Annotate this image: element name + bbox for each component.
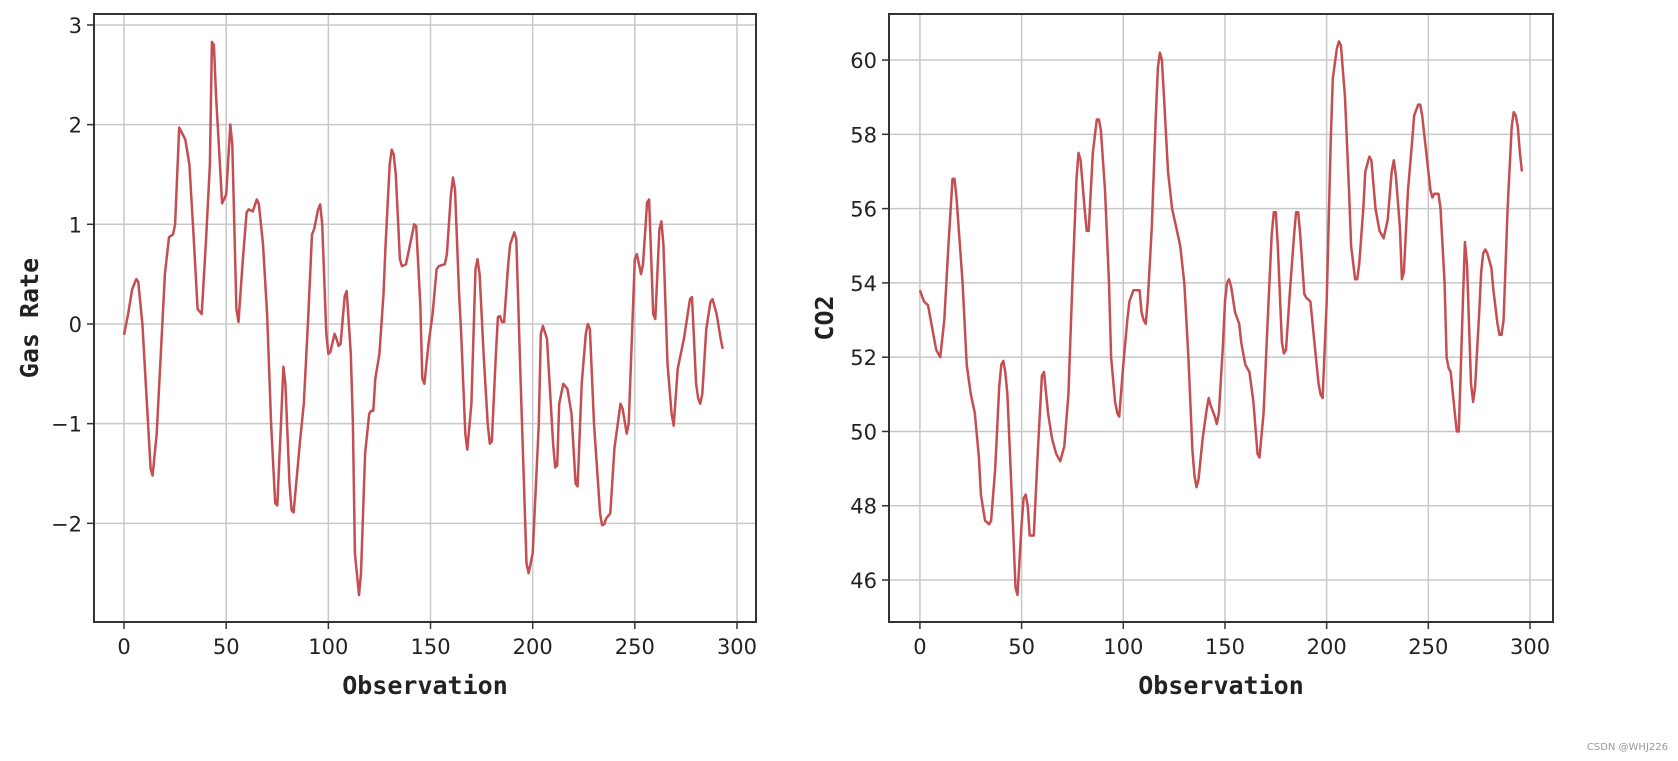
x-tick-label: 150	[410, 635, 450, 659]
x-tick-label: 0	[913, 635, 926, 659]
subplot-2: 0 50 100 150 200 250 300 46 48 50 52 54 56 58 60 Observ…	[810, 13, 1554, 700]
axes-frame	[888, 13, 1554, 623]
x-tick-label: 100	[1103, 635, 1143, 659]
axes-frame	[93, 13, 757, 623]
x-tick-label: 100	[308, 635, 348, 659]
y-tick-label: 54	[850, 272, 877, 296]
x-tick-label: 300	[717, 635, 757, 659]
y-tick-label: 2	[69, 114, 82, 138]
x-tick-label: 250	[615, 635, 655, 659]
x-tick-label: 150	[1205, 635, 1245, 659]
y-tick-label: 0	[69, 313, 82, 337]
x-tick-label: 250	[1408, 635, 1448, 659]
y-tick-label: −2	[51, 512, 82, 536]
x-tick-label: 300	[1510, 635, 1550, 659]
y-axis-label: Gas Rate	[15, 258, 44, 378]
x-tick-label: 50	[1008, 635, 1035, 659]
y-tick-label: 46	[850, 569, 877, 593]
y-tick-label: −1	[51, 413, 82, 437]
y-axis-label: CO2	[810, 295, 839, 340]
series-line	[918, 40, 1524, 597]
x-tick-label: 50	[213, 635, 240, 659]
y-tick-label: 60	[850, 49, 877, 73]
watermark: CSDN @WHJ226	[1586, 742, 1668, 753]
series-line	[122, 40, 724, 597]
x-axis-label: Observation	[342, 671, 508, 700]
y-tick-label: 52	[850, 346, 877, 370]
y-tick-label: 1	[69, 213, 82, 237]
y-tick-label: 58	[850, 123, 877, 147]
x-axis-label: Observation	[1138, 671, 1304, 700]
subplot-1: 0 50 100 150 200 250 300 −2 −1 0 1 2 3 Observation Gas…	[15, 13, 757, 700]
x-tick-label: 200	[1307, 635, 1347, 659]
y-tick-label: 50	[850, 420, 877, 444]
x-tick-label: 0	[117, 635, 130, 659]
y-tick-label: 48	[850, 495, 877, 519]
y-tick-label: 3	[69, 14, 82, 38]
x-tick-label: 200	[513, 635, 553, 659]
y-tick-label: 56	[850, 198, 877, 222]
